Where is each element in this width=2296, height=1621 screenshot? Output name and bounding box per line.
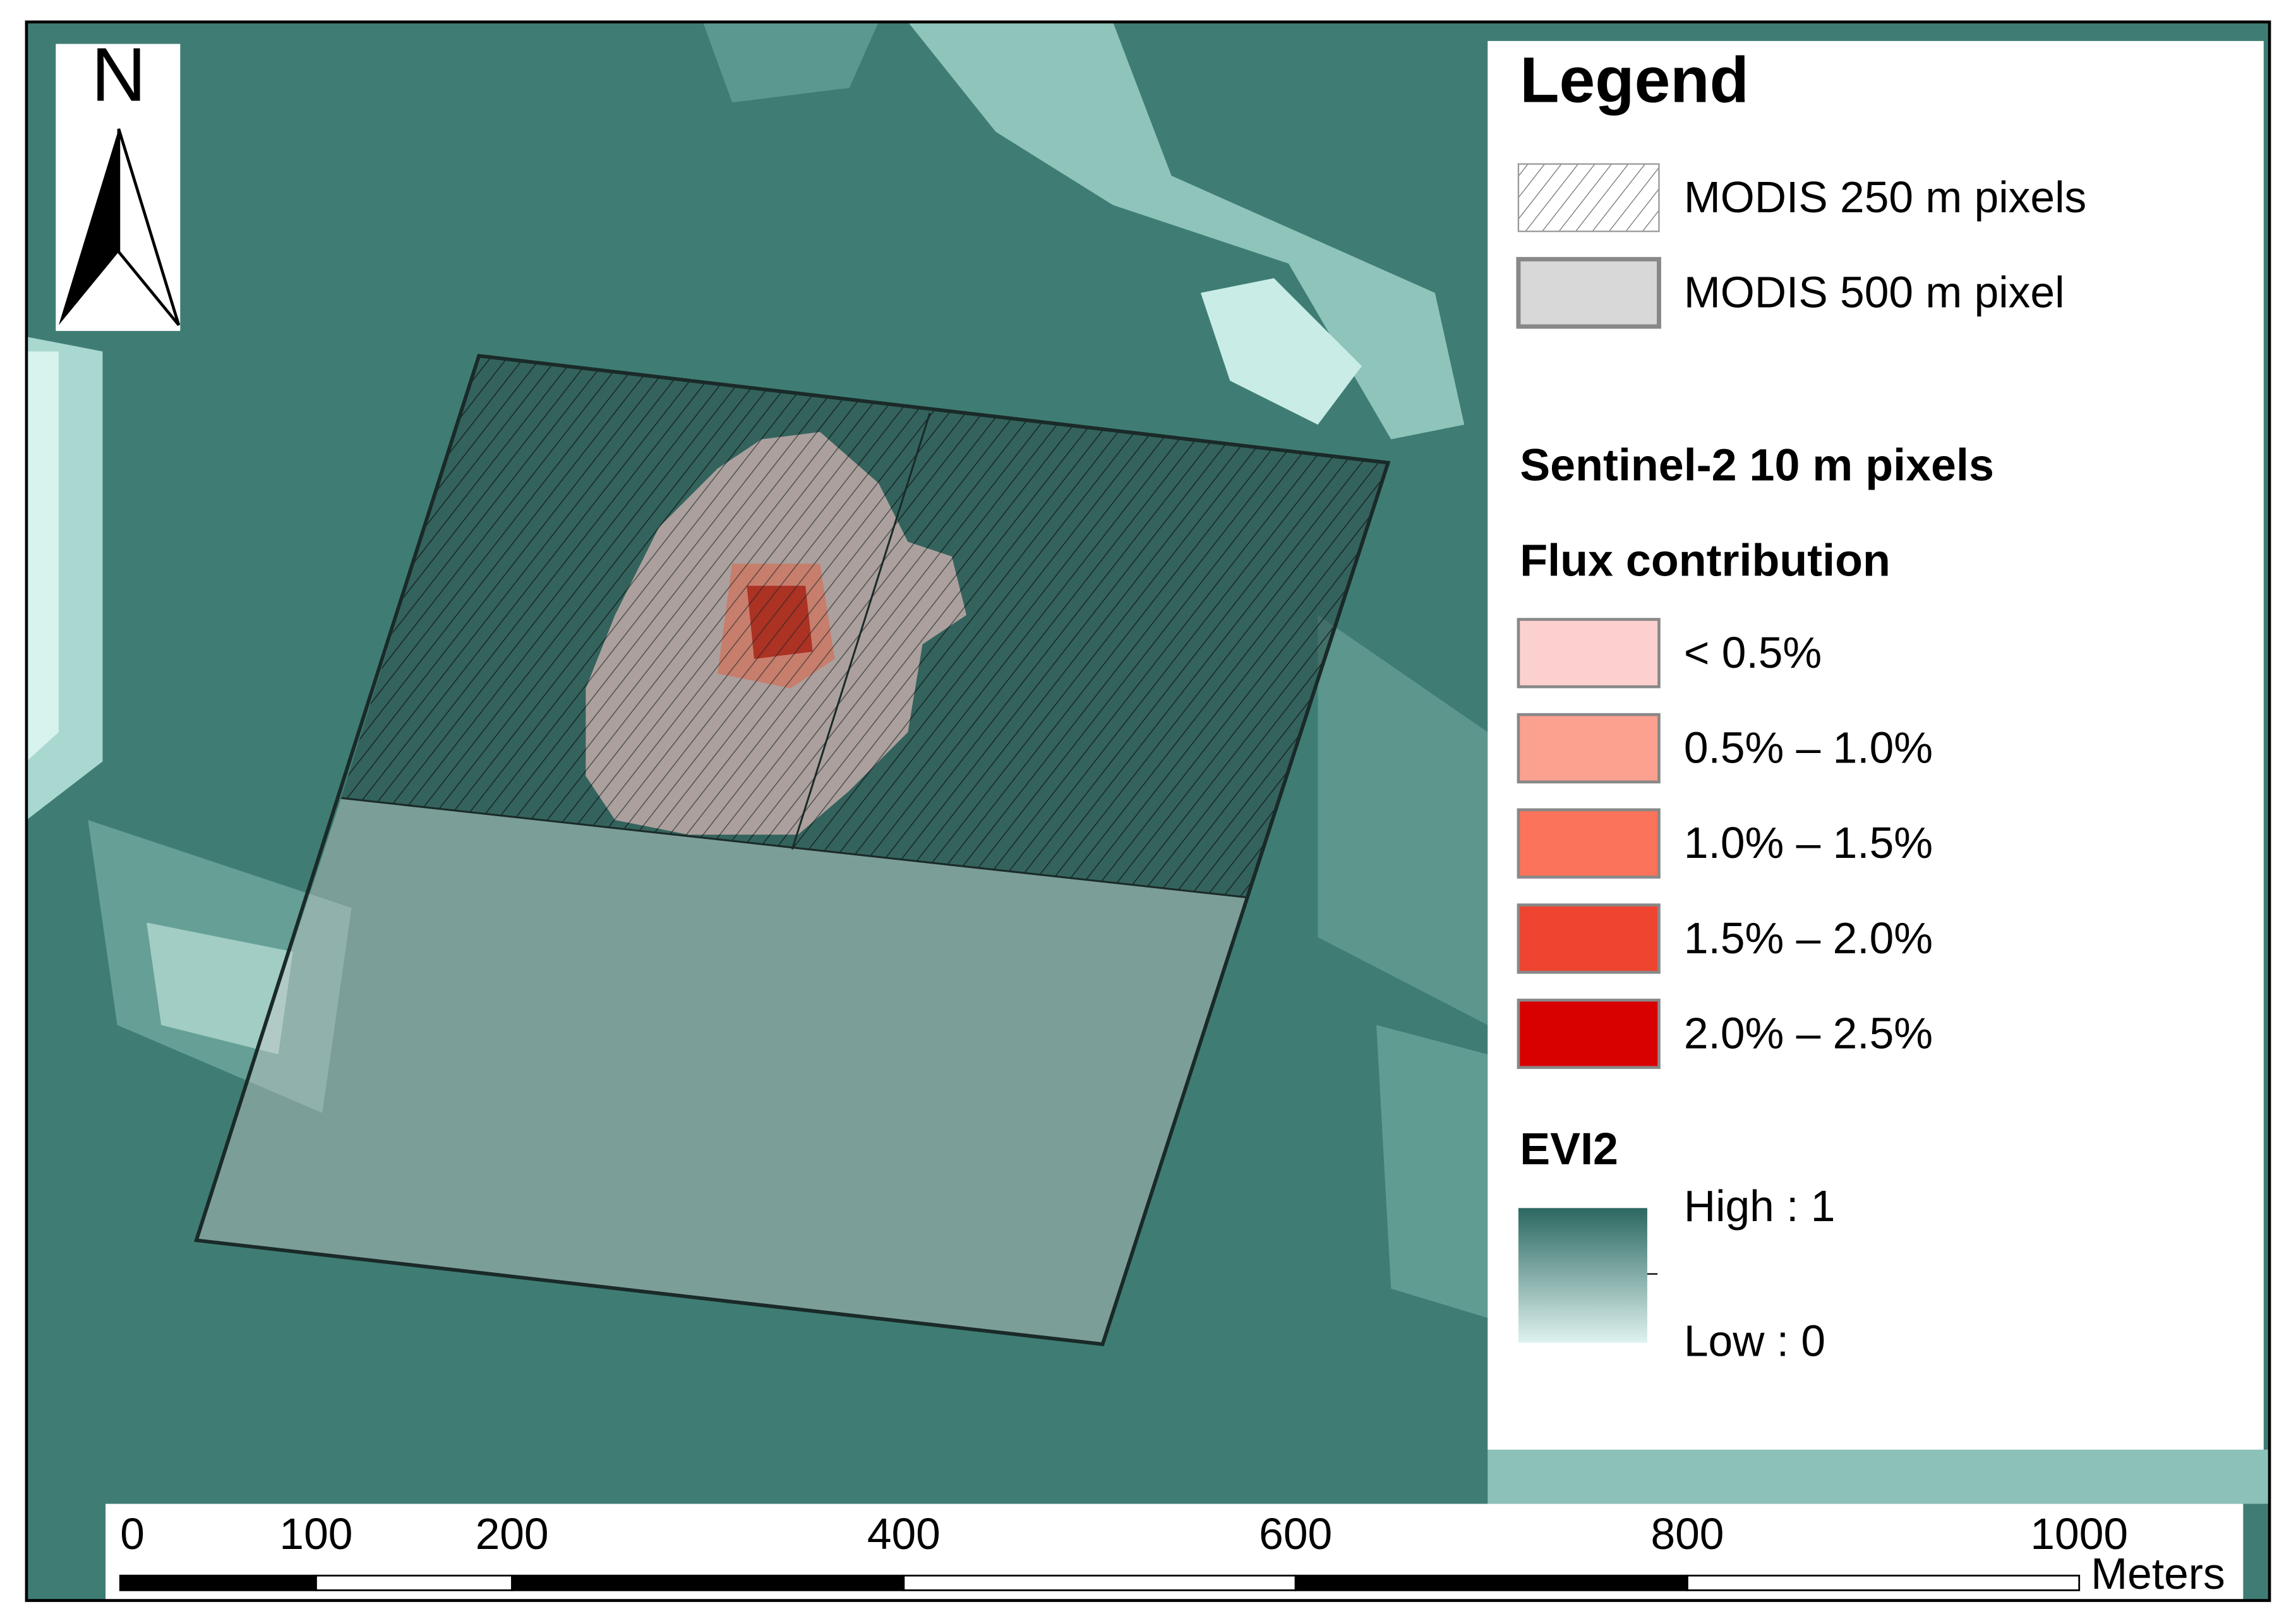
evi-ramp — [1518, 1208, 1647, 1343]
scale-segment — [119, 1574, 317, 1591]
scale-segment — [1686, 1574, 2081, 1591]
scale-tick-label: 100 — [279, 1509, 352, 1558]
modis-500-pixel — [193, 354, 1391, 1347]
flux-swatch — [1517, 713, 1661, 784]
legend: Legend MODIS 250 m pixels MODIS 500 m pi… — [1488, 40, 2264, 1450]
scale-tick-label: 400 — [867, 1509, 941, 1558]
scale-tick-label: 1000 — [2030, 1509, 2128, 1558]
flux-swatch — [1517, 998, 1661, 1070]
evi-high: High : 1 — [1684, 1181, 1836, 1231]
flux-swatch — [1517, 808, 1661, 879]
flux-label: 2.0% – 2.5% — [1684, 1008, 1933, 1058]
legend-heading: Flux contribution — [1520, 535, 1890, 586]
legend-heading: Sentinel-2 10 m pixels — [1520, 440, 1994, 491]
north-label: N — [91, 32, 146, 117]
swatch-500 — [1516, 256, 1661, 329]
scale-segment — [903, 1574, 1297, 1591]
north-arrow: N — [56, 32, 181, 331]
flux-swatch — [1517, 618, 1661, 689]
scale-tick-label: 200 — [476, 1509, 549, 1558]
scale-segment — [511, 1574, 905, 1591]
flux-classes: < 0.5% 0.5% – 1.0% 1.0% – 1.5% 1.5% – 2.0% 2… — [1517, 618, 1933, 1070]
scale-tick-label: 600 — [1259, 1509, 1332, 1558]
flux-label: 1.0% – 1.5% — [1684, 818, 1933, 867]
flux-label: < 0.5% — [1684, 628, 1822, 677]
legend-label: MODIS 500 m pixel — [1684, 268, 2065, 317]
legend-heading: EVI2 — [1520, 1124, 1618, 1174]
scale-unit: Meters — [2091, 1549, 2225, 1598]
flux-swatch — [1517, 903, 1661, 974]
map-frame — [25, 20, 2271, 1602]
flux-label: 1.5% – 2.0% — [1684, 913, 1933, 963]
flux-label: 0.5% – 1.0% — [1684, 723, 1933, 772]
legend-label: MODIS 250 m pixels — [1684, 172, 2086, 222]
swatch-250 — [1517, 163, 1660, 232]
evi-low: Low : 0 — [1684, 1316, 1825, 1365]
scale-segment — [1294, 1574, 1688, 1591]
scale-tick-label: 0 — [120, 1509, 145, 1558]
scale-segment — [315, 1574, 513, 1591]
legend-title: Legend — [1520, 44, 1749, 116]
scale-tick-label: 800 — [1650, 1509, 1724, 1558]
